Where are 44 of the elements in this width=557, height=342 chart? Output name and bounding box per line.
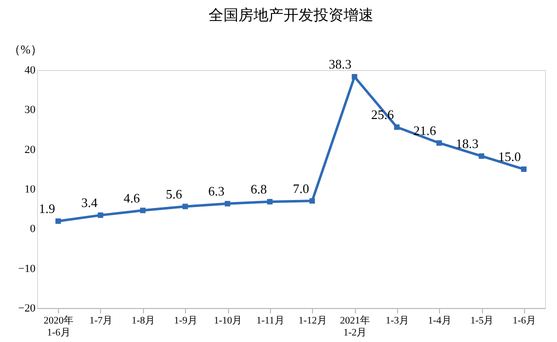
y-tick-label: 10 [24,184,36,196]
x-tick-label: 2021年 1-2月 [340,314,370,338]
text: 4.6 [124,190,140,206]
text: 15.0 [498,149,521,164]
text: 5.6 [166,186,182,202]
x-tick-label: 1-4月 [428,316,452,326]
x-tick-label: 1-12月 [298,316,327,326]
y-tick-label: 0 [30,223,36,236]
point [309,198,315,204]
point [436,140,442,146]
text: 18.3 [456,136,478,152]
point [478,153,484,159]
point [98,212,104,218]
point [55,218,61,224]
x-tick-label: 1-9月 [174,316,198,326]
x-tick-label: 1-11月 [256,316,284,326]
y-axis-title: （%） [8,42,42,56]
y-tick-label: −20 [18,302,36,314]
x-tick-label: 1-7月 [89,316,113,326]
x-tick-label: 1-10月 [214,316,242,326]
point [267,198,273,204]
y-tick-label: −10 [18,262,36,275]
chart-title: 全国房地产开发投资增速 [208,7,374,24]
point [182,204,188,210]
point [224,200,230,206]
x-tick-label: 2020年 1-6月 [44,314,74,338]
text: 6.8 [250,182,267,197]
x-tick-label: 1-5月 [470,316,494,326]
point [394,124,400,130]
text: 38.3 [328,56,352,72]
point [140,208,146,214]
x-tick-label: 1-6月 [512,316,536,326]
x-tick-label: 1-3月 [386,316,410,326]
point [521,166,527,172]
text: 21.6 [413,122,436,138]
text: 7.0 [292,180,310,196]
y-tick-label: 20 [24,144,36,156]
text: 6.3 [208,184,224,199]
point [352,74,358,80]
text: 1.9 [38,201,56,216]
x-tick-label: 1-8月 [132,316,156,326]
text: 3.4 [81,195,98,210]
y-tick-label: 40 [24,64,36,76]
y-tick-label: 30 [24,104,36,116]
